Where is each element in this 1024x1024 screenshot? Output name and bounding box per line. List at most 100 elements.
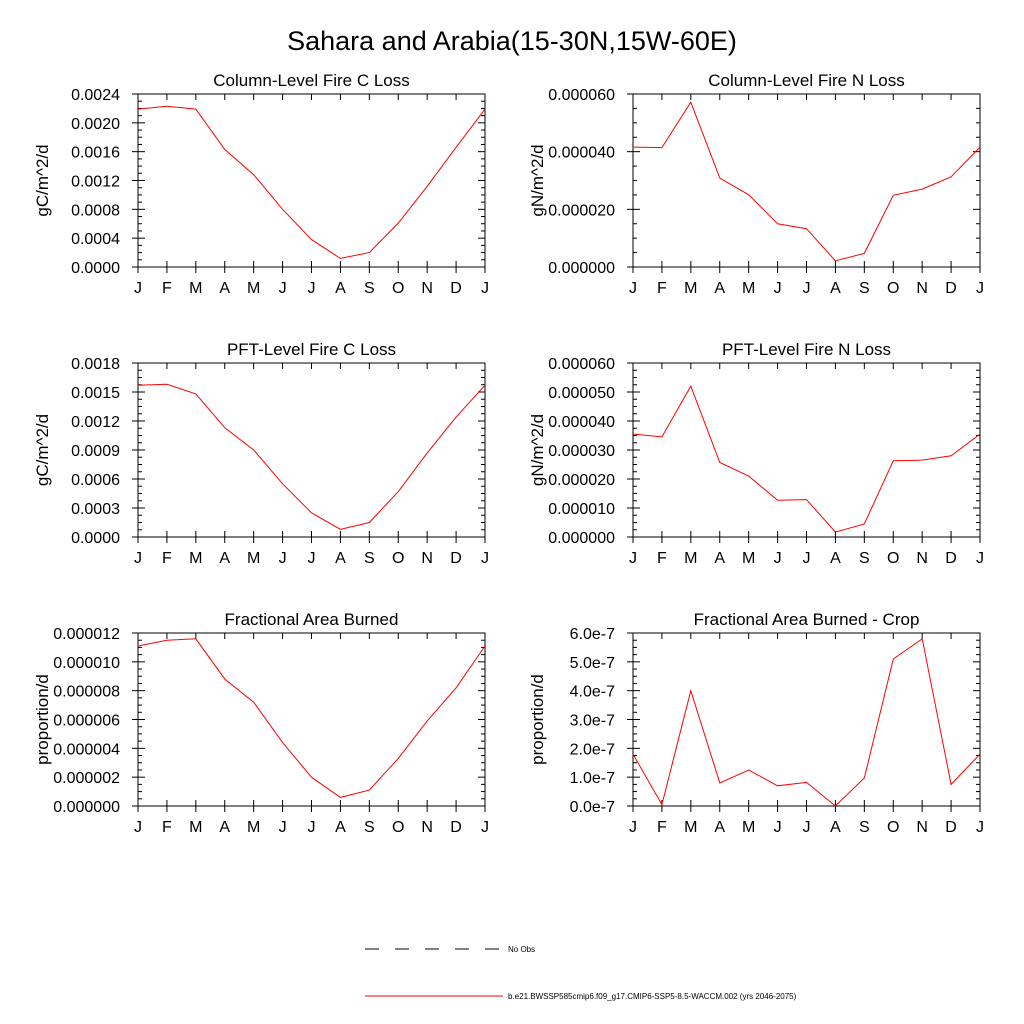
x-tick-label: O <box>887 280 899 297</box>
x-tick-label: N <box>916 819 928 836</box>
x-tick-label: J <box>134 550 142 567</box>
x-tick-label: O <box>887 550 899 567</box>
y-tick-label: 2.0e-7 <box>570 741 615 758</box>
y-tick-label: 0.0008 <box>71 202 120 219</box>
y-tick-label: 0.000000 <box>548 260 615 277</box>
x-tick-label: F <box>162 280 172 297</box>
x-tick-label: M <box>247 550 260 567</box>
x-tick-label: M <box>189 550 202 567</box>
y-tick-label: 0.000060 <box>548 87 615 104</box>
x-tick-label: F <box>162 819 172 836</box>
x-tick-label: N <box>916 280 928 297</box>
x-tick-label: M <box>189 280 202 297</box>
x-tick-label: M <box>684 550 697 567</box>
plot-frame <box>632 632 981 807</box>
x-tick-label: D <box>945 819 957 836</box>
x-tick-label: N <box>421 550 433 567</box>
series-line <box>137 383 486 530</box>
x-tick-label: M <box>742 819 755 836</box>
y-tick-label: 0.0016 <box>71 145 120 162</box>
x-tick-label: J <box>774 819 782 836</box>
y-tick-label: 0.000004 <box>53 741 120 758</box>
y-tick-label: 6.0e-7 <box>570 626 615 643</box>
x-tick-label: F <box>657 819 667 836</box>
x-tick-label: A <box>335 819 346 836</box>
series-line <box>632 637 981 807</box>
x-tick-label: A <box>335 280 346 297</box>
x-tick-label: A <box>714 280 725 297</box>
x-tick-label: J <box>976 819 984 836</box>
y-axis-label: gC/m^2/d <box>33 414 52 486</box>
x-tick-label: D <box>945 550 957 567</box>
y-tick-label: 1.0e-7 <box>570 770 615 787</box>
y-tick-label: 4.0e-7 <box>570 684 615 701</box>
x-tick-label: A <box>830 550 841 567</box>
x-tick-label: A <box>714 550 725 567</box>
x-tick-label: J <box>976 550 984 567</box>
x-tick-label: A <box>830 819 841 836</box>
y-tick-label: 0.0000 <box>71 530 120 547</box>
x-tick-label: M <box>189 819 202 836</box>
y-tick-label: 0.000050 <box>548 385 615 402</box>
x-tick-label: A <box>830 280 841 297</box>
x-tick-label: S <box>364 819 375 836</box>
x-tick-label: J <box>629 819 637 836</box>
y-tick-label: 0.000000 <box>548 530 615 547</box>
x-tick-label: M <box>742 280 755 297</box>
y-tick-label: 0.0024 <box>71 87 120 104</box>
x-tick-label: D <box>450 819 462 836</box>
panel-title: Fractional Area Burned <box>225 610 399 629</box>
plot-frame <box>632 362 981 538</box>
x-tick-label: D <box>450 550 462 567</box>
y-tick-label: 5.0e-7 <box>570 655 615 672</box>
x-tick-label: J <box>279 550 287 567</box>
y-tick-label: 0.000006 <box>53 713 120 730</box>
x-tick-label: M <box>684 819 697 836</box>
x-tick-label: O <box>887 819 899 836</box>
x-tick-label: O <box>392 819 404 836</box>
x-tick-label: J <box>774 280 782 297</box>
panel-column-fire-c-loss: J F M A M J J A S O N D J0.00000.00040.00080.00120.0… <box>33 71 489 297</box>
x-tick-label: M <box>684 280 697 297</box>
x-tick-label: J <box>976 280 984 297</box>
panel-title: Column-Level Fire N Loss <box>708 71 905 90</box>
x-tick-label: S <box>859 819 870 836</box>
legend: No Obs b.e21.BWSSP585cmip6.f09_g17.CMIP6… <box>365 945 797 1001</box>
series-line <box>632 385 981 533</box>
x-tick-label: J <box>308 550 316 567</box>
y-tick-label: 0.000040 <box>548 414 615 431</box>
legend-no-obs-label: No Obs <box>508 945 535 954</box>
y-tick-label: 0.0004 <box>71 231 120 248</box>
y-tick-label: 0.000040 <box>548 145 615 162</box>
x-tick-label: M <box>742 550 755 567</box>
y-axis-label: proportion/d <box>528 674 547 765</box>
panel-title: PFT-Level Fire C Loss <box>227 340 396 359</box>
y-tick-label: 0.000012 <box>53 626 120 643</box>
x-tick-label: M <box>247 280 260 297</box>
y-tick-label: 0.000060 <box>548 356 615 373</box>
x-tick-label: J <box>308 819 316 836</box>
y-axis-label: gN/m^2/d <box>528 144 547 216</box>
x-tick-label: N <box>916 550 928 567</box>
x-tick-label: J <box>134 819 142 836</box>
x-tick-label: S <box>859 550 870 567</box>
series-line <box>137 638 486 798</box>
x-tick-label: J <box>134 280 142 297</box>
x-tick-label: J <box>481 819 489 836</box>
panel-pft-fire-n-loss: J F M A M J J A S O N D J0.0000000.0000100.0000200.0… <box>528 340 984 567</box>
y-tick-label: 0.0012 <box>71 174 120 191</box>
figure-title: Sahara and Arabia(15-30N,15W-60E) <box>287 26 737 56</box>
y-axis-label: proportion/d <box>33 674 52 765</box>
x-tick-label: S <box>364 550 375 567</box>
x-tick-label: J <box>803 280 811 297</box>
x-tick-label: S <box>364 280 375 297</box>
x-tick-label: A <box>219 819 230 836</box>
y-tick-label: 0.0003 <box>71 501 120 518</box>
x-tick-label: M <box>247 819 260 836</box>
y-tick-label: 0.000020 <box>548 472 615 489</box>
y-tick-label: 0.000010 <box>548 501 615 518</box>
panel-column-fire-n-loss: J F M A M J J A S O N D J0.0000000.0000200.0000400.0… <box>528 71 984 297</box>
x-tick-label: J <box>481 280 489 297</box>
panel-title: PFT-Level Fire N Loss <box>722 340 891 359</box>
y-tick-label: 0.0015 <box>71 385 120 402</box>
